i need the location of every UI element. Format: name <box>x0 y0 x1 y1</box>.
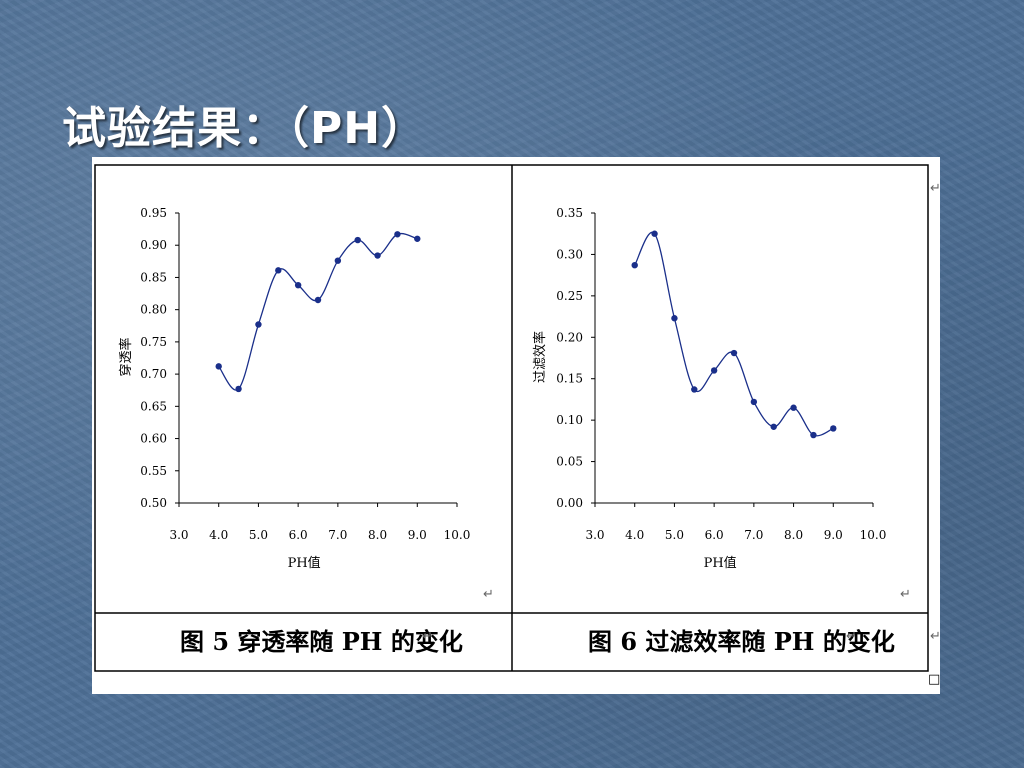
x-tick-label: 5.0 <box>249 528 268 542</box>
end-of-cell-mark: □ <box>928 672 941 687</box>
y-tick-label: 0.75 <box>140 335 167 349</box>
y-tick-label: 0.10 <box>556 413 583 427</box>
y-tick-label: 0.35 <box>556 206 583 220</box>
y-tick-label: 0.85 <box>140 270 167 284</box>
x-tick-label: 10.0 <box>444 528 471 542</box>
return-mark: ↵ <box>846 629 857 644</box>
data-point <box>730 349 738 357</box>
data-point <box>255 321 262 328</box>
return-mark: ↵ <box>900 587 911 602</box>
x-tick-label: 6.0 <box>289 528 308 542</box>
y-tick-label: 0.15 <box>556 372 583 386</box>
y-tick-label: 0.65 <box>140 399 167 413</box>
y-axis-title: 穿透率 <box>118 337 134 376</box>
return-mark: ↵ <box>930 181 941 196</box>
data-point <box>651 230 658 237</box>
series-line <box>218 232 418 391</box>
y-tick-label: 0.50 <box>140 496 167 510</box>
x-tick-label: 7.0 <box>328 528 347 542</box>
x-tick-label: 9.0 <box>408 528 427 542</box>
y-tick-label: 0.20 <box>556 330 583 344</box>
x-tick-label: 8.0 <box>368 528 387 542</box>
data-point <box>354 236 361 244</box>
x-tick-label: 7.0 <box>744 528 763 542</box>
y-tick-label: 0.55 <box>140 464 167 478</box>
y-tick-label: 0.95 <box>140 206 167 220</box>
return-mark: ↵ <box>930 629 941 644</box>
x-tick-label: 9.0 <box>824 528 843 542</box>
x-tick-label: 4.0 <box>625 528 644 542</box>
data-point <box>770 423 777 430</box>
data-point <box>334 257 342 264</box>
y-tick-label: 0.30 <box>556 247 583 261</box>
caption-figure-5: 图 5 穿透率随 PH 的变化 <box>180 627 463 656</box>
y-tick-label: 0.60 <box>140 432 167 446</box>
x-tick-label: 6.0 <box>705 528 724 542</box>
x-tick-label: 4.0 <box>209 528 228 542</box>
caption-figure-6: 图 6 过滤效率随 PH 的变化 <box>588 627 895 656</box>
return-mark: ↵ <box>483 587 494 602</box>
data-point <box>830 425 837 432</box>
data-point <box>275 267 282 274</box>
return-mark: ↵ <box>422 629 433 644</box>
series-line <box>634 231 834 437</box>
x-axis-title: PH值 <box>704 555 737 571</box>
data-point <box>710 367 718 374</box>
slide-title: 试验结果：（PH） <box>62 103 427 154</box>
y-tick-label: 0.05 <box>556 455 583 469</box>
data-point <box>671 315 678 322</box>
data-point <box>215 363 222 370</box>
chart-filtration-efficiency: 0.00 0.05 0.10 0.15 0.20 0.25 0.30 0.35 3.0 4.0 5.… <box>532 206 886 571</box>
y-tick-label: 0.25 <box>556 289 583 303</box>
data-point <box>810 431 817 439</box>
data-point <box>691 386 698 393</box>
data-point <box>294 281 302 289</box>
data-point <box>314 296 322 304</box>
data-point <box>235 385 242 393</box>
data-point <box>750 398 758 406</box>
x-tick-label: 8.0 <box>784 528 803 542</box>
data-point <box>394 231 401 238</box>
x-tick-label: 10.0 <box>860 528 887 542</box>
data-point <box>414 235 421 242</box>
x-tick-label: 3.0 <box>169 528 188 542</box>
x-tick-label: 5.0 <box>665 528 684 542</box>
y-tick-label: 0.70 <box>140 367 167 381</box>
x-axis-title: PH值 <box>288 555 321 571</box>
y-axis-title: 过滤效率 <box>532 331 548 383</box>
figure-panel: 0.50 0.55 0.60 0.65 0.70 0.75 0.80 0.85 0.90 0.95… <box>92 157 941 694</box>
data-point <box>374 252 381 259</box>
data-point <box>631 262 638 269</box>
y-tick-label: 0.80 <box>140 303 167 317</box>
figure-table: 0.50 0.55 0.60 0.65 0.70 0.75 0.80 0.85 0.90 0.95… <box>94 164 929 672</box>
x-tick-label: 3.0 <box>585 528 604 542</box>
y-tick-label: 0.90 <box>140 238 167 252</box>
y-tick-label: 0.00 <box>556 496 583 510</box>
data-point <box>790 404 797 411</box>
chart-penetration-rate: 0.50 0.55 0.60 0.65 0.70 0.75 0.80 0.85 0.90 0.95… <box>118 206 470 571</box>
